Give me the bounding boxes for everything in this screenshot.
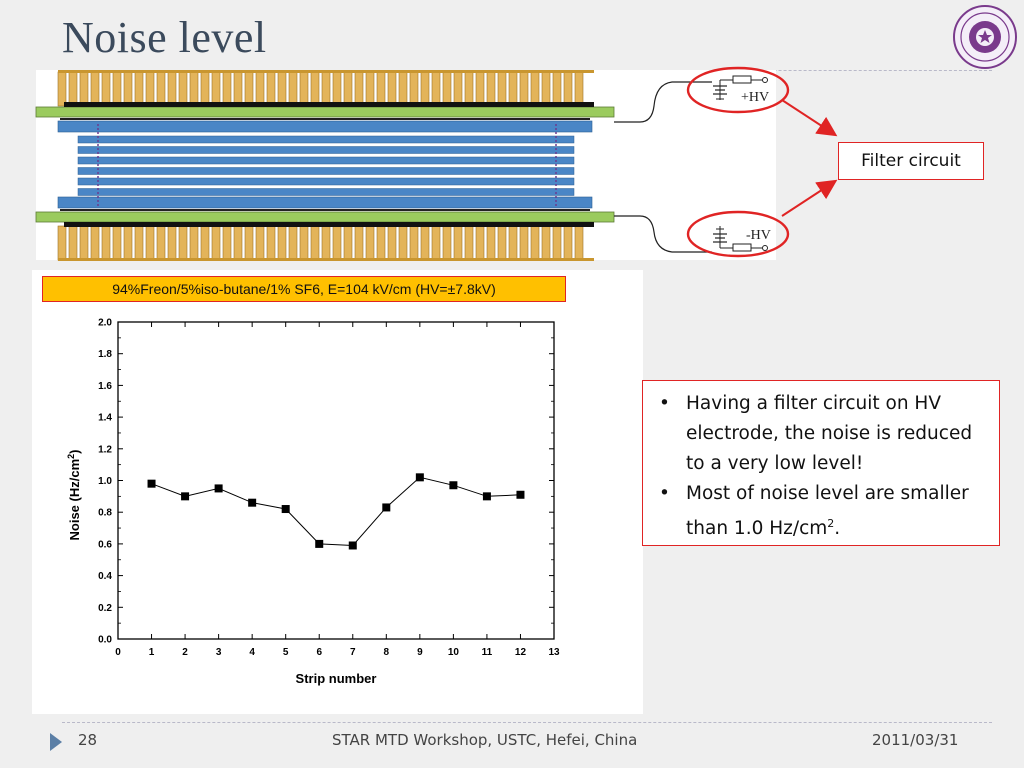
- x-tick-label: 9: [417, 647, 423, 658]
- x-tick-label: 13: [548, 647, 560, 658]
- series-line: [151, 476, 521, 547]
- plot-frame: [117, 321, 555, 640]
- filter-circuit-plus: +HV: [686, 66, 790, 114]
- y-tick-label: 0.8: [98, 508, 112, 519]
- callout-arrow-upper: [781, 99, 838, 137]
- x-tick-label: 6: [316, 647, 322, 658]
- y-tick-label: 0.6: [98, 539, 112, 550]
- data-point: [348, 541, 357, 550]
- findings-box: • Having a filter circuit on HV electrod…: [642, 380, 1000, 546]
- hv-plus-label: +HV: [741, 90, 769, 105]
- y-tick-label: 0.0: [98, 635, 112, 646]
- y-tick-label: 1.4: [98, 413, 112, 424]
- x-tick-label: 5: [283, 647, 289, 658]
- x-axis-label: Strip number: [296, 671, 377, 686]
- y-tick-label: 1.8: [98, 349, 112, 360]
- x-tick-label: 1: [149, 647, 155, 658]
- x-tick-label: 4: [249, 647, 255, 658]
- x-tick-label: 8: [384, 647, 390, 658]
- y-tick-label: 1.6: [98, 381, 112, 392]
- data-point: [516, 490, 525, 499]
- bottom-pcb: [35, 211, 615, 223]
- data-point: [315, 539, 324, 548]
- callout-arrow-lower: [781, 179, 838, 217]
- university-seal-icon: [953, 5, 1017, 69]
- data-point: [281, 505, 290, 514]
- inner-glass-stack: [77, 135, 575, 196]
- y-axis-label: Noise (Hz/cm2): [66, 450, 82, 541]
- top-pcb: [35, 106, 615, 118]
- chart-panel: [32, 270, 643, 714]
- data-point: [482, 492, 491, 501]
- footer-arrow-icon: [50, 733, 62, 751]
- noise-chart: 0 1 2 3 4 5 6 7 8 9 10 11 12 130.00.20.40.60.81.01.21…: [66, 318, 560, 687]
- data-point: [382, 503, 391, 512]
- x-tick-label: 0: [115, 647, 121, 658]
- bullet-dot-icon: •: [659, 483, 670, 504]
- x-tick-label: 3: [216, 647, 222, 658]
- mrpc-diagram: +HV -HV: [35, 66, 838, 261]
- y-tick-label: 0.2: [98, 603, 112, 614]
- x-tick-label: 12: [515, 647, 527, 658]
- footer-event: STAR MTD Workshop, USTC, Hefei, China: [332, 731, 638, 749]
- filter-circuit-callout: Filter circuit: [838, 142, 984, 180]
- outer-glass-bottom: [57, 196, 593, 209]
- x-tick-label: 2: [182, 647, 188, 658]
- outer-glass-top: [57, 120, 593, 133]
- footer-date: 2011/03/31: [872, 731, 959, 749]
- slide-title: Noise level: [62, 13, 267, 62]
- gas-condition-label: 94%Freon/5%iso-butane/1% SF6, E=104 kV/c…: [42, 276, 566, 302]
- footer-divider: [62, 722, 992, 723]
- bottom-pickup-pads: [57, 225, 594, 261]
- data-point: [214, 484, 223, 493]
- data-point: [415, 473, 424, 482]
- x-tick-label: 10: [448, 647, 460, 658]
- data-point: [449, 481, 458, 490]
- filter-circuit-minus: -HV: [686, 210, 790, 258]
- bullet-item-1: • Having a filter circuit on HV electrod…: [651, 389, 989, 479]
- y-tick-label: 1.0: [98, 476, 112, 487]
- page-number: 28: [78, 731, 98, 749]
- top-pickup-pads: [57, 70, 594, 107]
- y-tick-label: 2.0: [98, 318, 112, 329]
- y-tick-label: 0.4: [98, 571, 112, 582]
- x-tick-label: 11: [482, 647, 493, 658]
- bullet-dot-icon: •: [659, 393, 670, 414]
- y-tick-label: 1.2: [98, 444, 112, 455]
- bullet-item-2: • Most of noise level are smaller than 1…: [651, 479, 989, 544]
- data-point: [147, 479, 156, 488]
- x-tick-label: 7: [350, 647, 356, 658]
- data-point: [181, 492, 190, 501]
- data-point: [248, 498, 257, 507]
- hv-minus-label: -HV: [746, 228, 771, 243]
